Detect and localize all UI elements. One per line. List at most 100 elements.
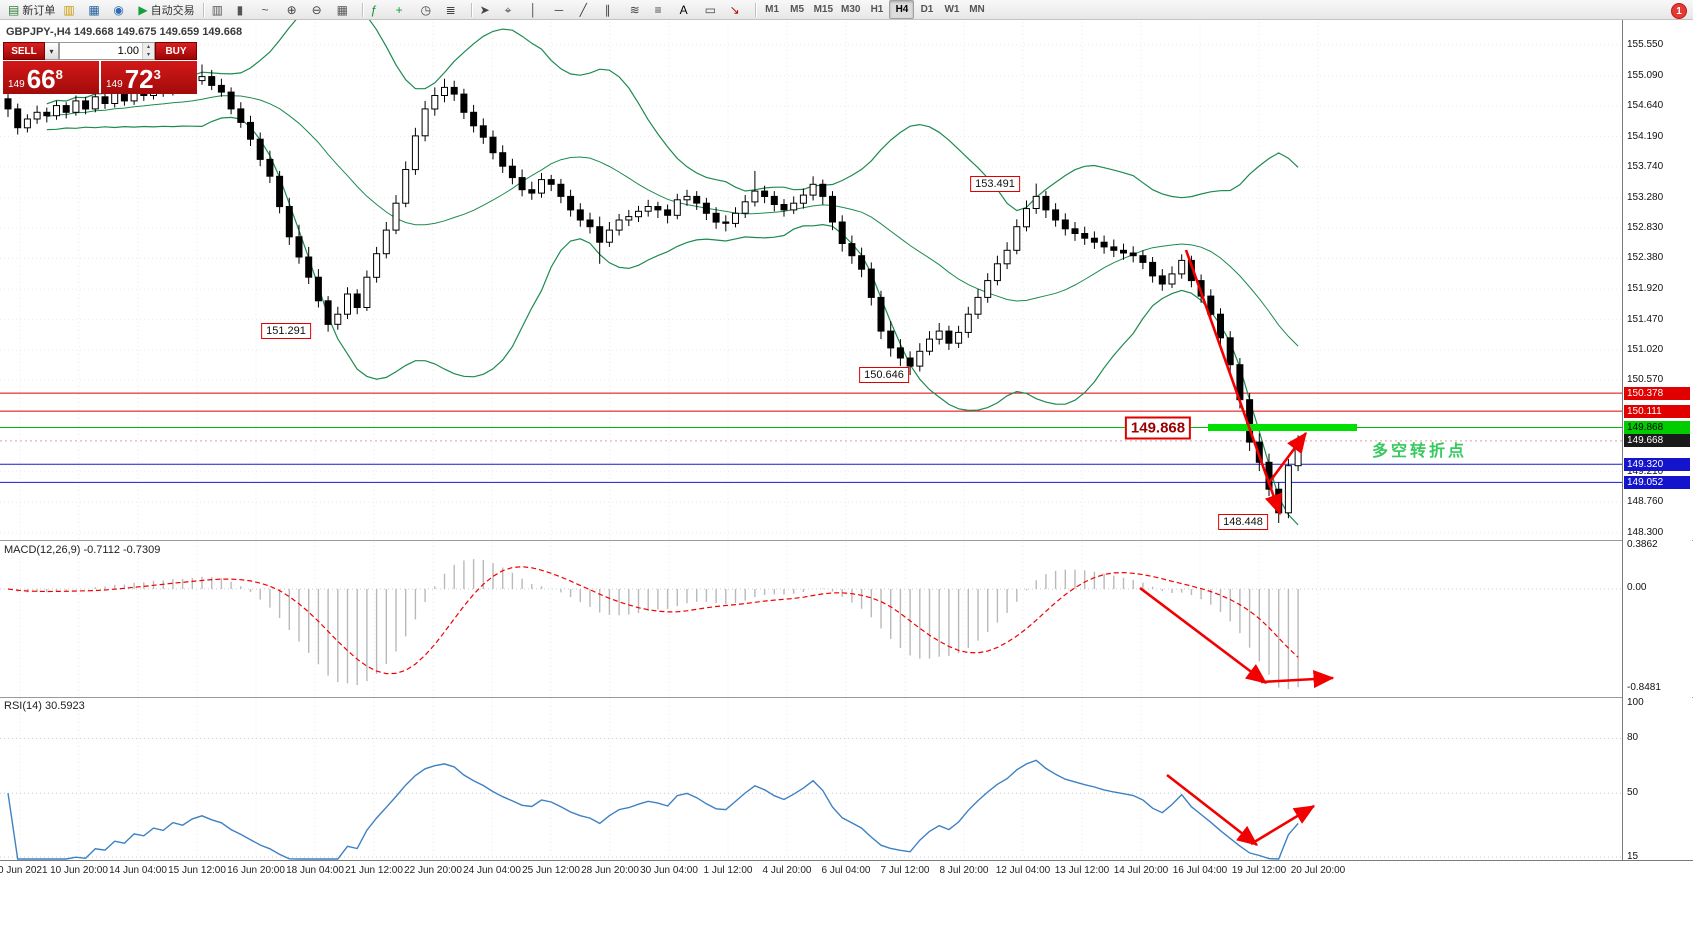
text-button-icon: A xyxy=(679,2,688,17)
chevron-down-icon: ▾ xyxy=(49,46,54,56)
candlestick-chart-button-icon: ▮ xyxy=(236,2,244,17)
timeframe-m1[interactable]: M1 xyxy=(765,4,780,15)
vertical-line-button-icon: │ xyxy=(529,2,538,17)
label-button[interactable]: ▭ xyxy=(701,0,726,19)
sell-button[interactable]: SELL xyxy=(3,42,45,60)
timeframe-h4[interactable]: H4 xyxy=(889,0,915,19)
order-type-dropdown[interactable]: ▾ xyxy=(45,42,59,60)
toolbar: 1 ▤ 新订单 ▥ ▦ ◉ ▶ 自动交易 ▥ ▮ ~ ⊕ ⊖ ▦ ƒ + ◷ ≣ ➤ ⌖ │ ─ ╱ ∥ ≋ ≡ A ▭ ↘ M1 M5 M… xyxy=(0,0,1693,20)
zoom-in-button-icon: ⊕ xyxy=(286,2,297,17)
zoom-out-button[interactable]: ⊖ xyxy=(308,0,333,19)
price-axis-tag: 149.668 xyxy=(1624,434,1690,447)
horizontal-level-lines[interactable] xyxy=(0,392,1622,483)
trend-arrows[interactable] xyxy=(1139,249,1335,847)
spinner-up-icon[interactable]: ▴ xyxy=(143,43,154,51)
rsi-line xyxy=(7,759,1299,860)
add-indicator-button-icon: + xyxy=(395,2,403,17)
volume-spinner[interactable]: ▴ ▾ xyxy=(142,43,154,59)
timeframe-h1[interactable]: H1 xyxy=(870,4,884,15)
tile-windows-button[interactable]: ▦ xyxy=(333,0,358,19)
time-axis-label: 16 Jul 04:00 xyxy=(1172,865,1228,876)
templates-button[interactable]: ≣ xyxy=(442,0,467,19)
shapes-button[interactable]: ≡ xyxy=(651,0,676,19)
macd-indicator xyxy=(0,559,1622,689)
market-watch-button-icon: ▥ xyxy=(63,2,75,17)
trendline-button-icon: ╱ xyxy=(579,2,587,17)
timeframe-m30[interactable]: M30 xyxy=(841,4,861,15)
timeframe-d1[interactable]: D1 xyxy=(920,4,934,15)
data-window-button[interactable]: ▦ xyxy=(84,0,109,19)
toolbar-separator xyxy=(202,2,204,17)
help-button-icon: ◉ xyxy=(113,2,124,17)
time-axis-label: 19 Jul 12:00 xyxy=(1231,865,1287,876)
timeframe-w1[interactable]: W1 xyxy=(944,4,960,15)
line-chart-button[interactable]: ~ xyxy=(258,0,283,19)
price-axis-label: 154.640 xyxy=(1627,100,1664,111)
time-axis-label: 16 Jun 20:00 xyxy=(227,865,285,876)
notification-badge[interactable]: 1 xyxy=(1671,3,1687,19)
support-zone-bar[interactable] xyxy=(1208,424,1357,431)
trendline-button[interactable]: ╱ xyxy=(576,0,601,19)
price-axis-tag: 150.111 xyxy=(1624,405,1690,418)
bid-pipette: 8 xyxy=(55,67,63,82)
price-axis-label: 150.570 xyxy=(1627,374,1664,385)
time-axis-label: 7 Jul 12:00 xyxy=(880,865,930,876)
spinner-down-icon[interactable]: ▾ xyxy=(143,51,154,59)
buy-button[interactable]: BUY xyxy=(155,42,197,60)
channel-button-icon: ∥ xyxy=(604,2,611,17)
macd-label: MACD(12,26,9) -0.7112 -0.7309 xyxy=(4,544,161,556)
channel-button[interactable]: ∥ xyxy=(601,0,626,19)
vertical-line-button[interactable]: │ xyxy=(526,0,551,19)
line-chart-button-icon: ~ xyxy=(261,2,269,17)
new-order-button[interactable]: ▤ 新订单 xyxy=(4,0,59,19)
panel-separator[interactable] xyxy=(0,697,1693,698)
panel-separator[interactable] xyxy=(0,540,1693,541)
fibonacci-button[interactable]: ≋ xyxy=(626,0,651,19)
add-indicator-button[interactable]: + xyxy=(392,0,417,19)
bid-integer: 149 xyxy=(8,79,25,90)
timeframe-m5[interactable]: M5 xyxy=(790,4,805,15)
cursor-button[interactable]: ➤ xyxy=(476,0,501,19)
time-axis-label: 30 Jun 04:00 xyxy=(640,865,698,876)
arrow-objects-button[interactable]: ↘ xyxy=(726,0,751,19)
macd-axis-label: 0.00 xyxy=(1627,582,1647,593)
annotation-text[interactable]: 多空转折点 xyxy=(1372,443,1468,460)
candlestick-chart-button[interactable]: ▮ xyxy=(233,0,258,19)
price-axis-label: 148.760 xyxy=(1627,496,1664,507)
price-axis-label: 152.830 xyxy=(1627,222,1664,233)
chart-plot[interactable] xyxy=(0,0,1622,884)
indicators-button-icon: ƒ xyxy=(370,2,378,17)
price-axis-label: 152.380 xyxy=(1627,252,1664,263)
macd-signal-line xyxy=(7,566,1299,675)
volume-input[interactable]: 1.00 ▴ ▾ xyxy=(59,42,155,60)
bid-price[interactable]: 149 66 8 xyxy=(3,61,99,94)
price-axis-label: 153.740 xyxy=(1627,161,1664,172)
autotrading-button-icon: ▶ xyxy=(138,2,148,17)
help-button[interactable]: ◉ xyxy=(109,0,134,19)
new-order-button-label: 新订单 xyxy=(22,4,56,17)
rsi-axis-label: 80 xyxy=(1627,732,1639,743)
indicators-button[interactable]: ƒ xyxy=(367,0,392,19)
price-axis[interactable]: 155.550 155.090 154.640 154.190 153.740 153.2… xyxy=(1622,20,1692,862)
timeframe-mn[interactable]: MN xyxy=(969,4,985,15)
arrow-objects-button-icon: ↘ xyxy=(729,2,740,17)
zoom-in-button[interactable]: ⊕ xyxy=(283,0,308,19)
tile-windows-button-icon: ▦ xyxy=(336,2,348,17)
period-button[interactable]: ◷ xyxy=(417,0,442,19)
horizontal-line-button[interactable]: ─ xyxy=(551,0,576,19)
bar-chart-button[interactable]: ▥ xyxy=(208,0,233,19)
time-axis-label: 22 Jun 20:00 xyxy=(404,865,462,876)
rsi-indicator xyxy=(0,738,1622,860)
one-click-trading-panel: SELL ▾ 1.00 ▴ ▾ BUY 149 66 8 149 72 3 xyxy=(3,42,197,94)
text-button[interactable]: A xyxy=(676,0,701,19)
fibonacci-button-icon: ≋ xyxy=(629,2,640,17)
chart-symbol-header: GBPJPY-,H4 149.668 149.675 149.659 149.6… xyxy=(6,26,243,38)
crosshair-button-icon: ⌖ xyxy=(504,2,512,17)
crosshair-button[interactable]: ⌖ xyxy=(501,0,526,19)
market-watch-button[interactable]: ▥ xyxy=(59,0,84,19)
ask-price[interactable]: 149 72 3 xyxy=(101,61,197,94)
autotrading-button[interactable]: ▶ 自动交易 xyxy=(134,0,198,19)
time-axis-label: 21 Jun 12:00 xyxy=(345,865,403,876)
timeframe-m15[interactable]: M15 xyxy=(813,4,834,15)
